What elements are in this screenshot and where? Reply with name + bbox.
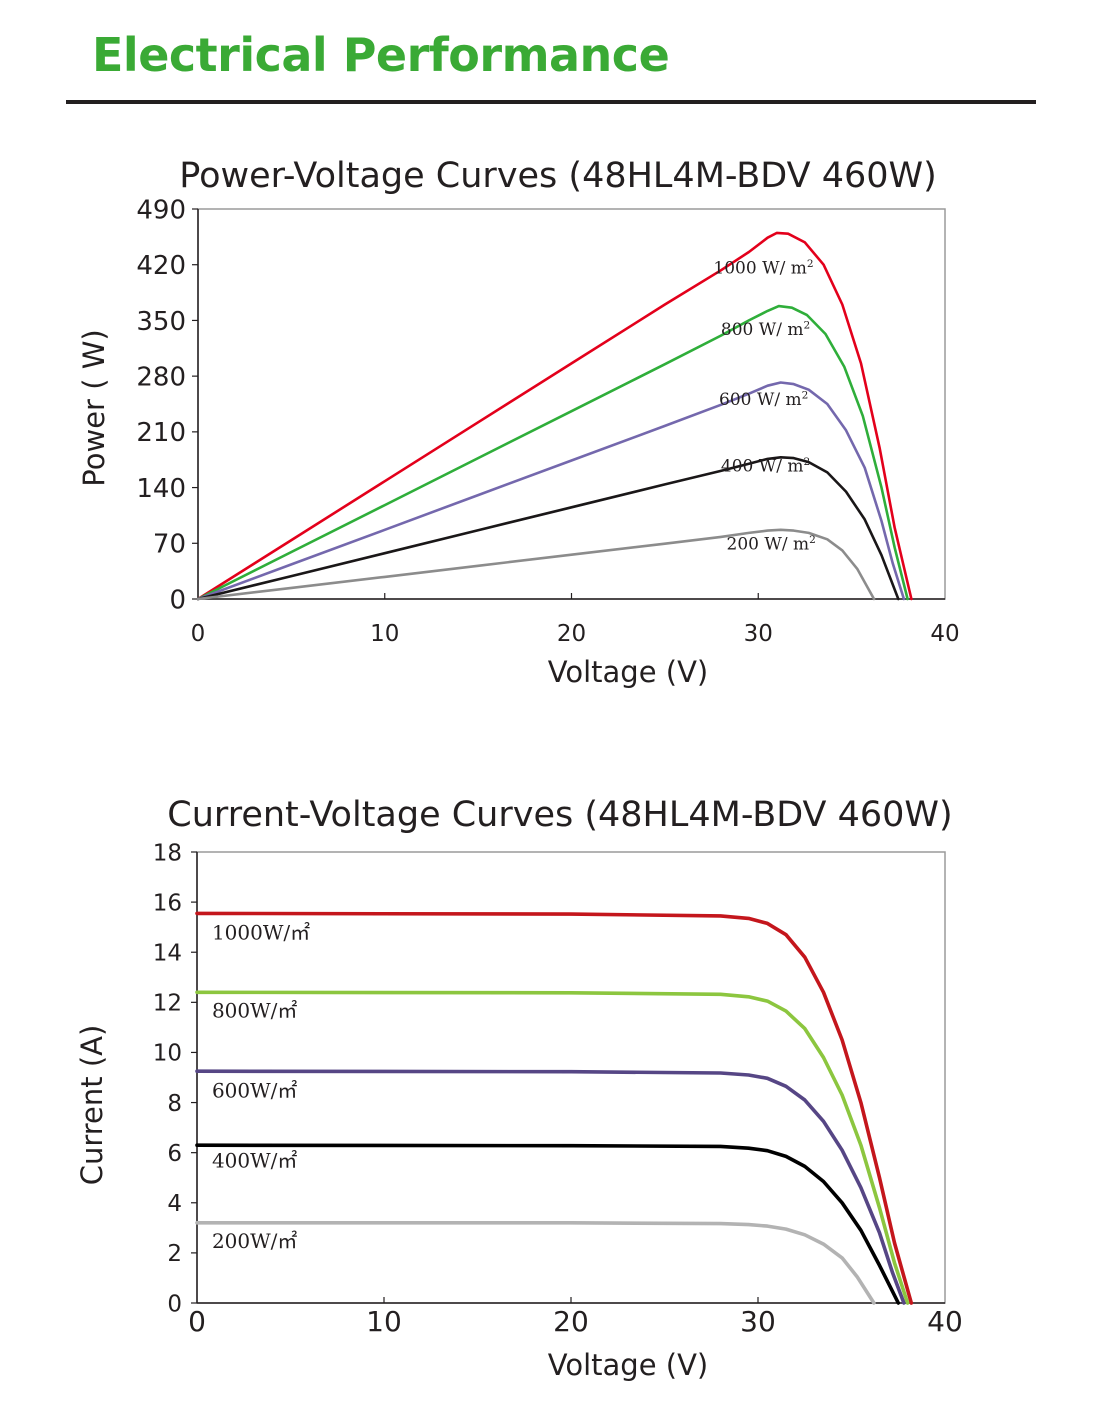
pv-y-tick-label: 140 <box>136 474 186 504</box>
iv-x-tick-label: 0 <box>188 1305 206 1338</box>
pv-x-tick-label: 10 <box>370 621 399 647</box>
pv-curve-label: 600 W/ m2 <box>719 389 808 409</box>
iv-x-axis-label: Voltage (V) <box>548 1348 708 1382</box>
pv-x-tick-label: 0 <box>191 621 206 647</box>
pv-chart-title: Power-Voltage Curves (48HL4M-BDV 460W) <box>179 156 937 196</box>
iv-series-line-3 <box>195 1143 901 1305</box>
pv-y-tick-label: 280 <box>136 363 186 393</box>
iv-x-tick-label: 20 <box>553 1305 589 1338</box>
pv-series-line-1 <box>196 304 909 601</box>
pv-x-axis-label: Voltage (V) <box>548 655 708 689</box>
page-heading: Electrical Performance <box>92 28 670 82</box>
pv-curve-label-superscript: 2 <box>807 258 814 270</box>
current-voltage-chart: Current-Voltage Curves (48HL4M-BDV 460W)… <box>75 795 963 1382</box>
pv-y-tick-label: 70 <box>153 530 186 560</box>
iv-y-tick-label: 16 <box>153 890 182 916</box>
iv-y-tick-label: 12 <box>153 991 182 1017</box>
iv-series-line-1 <box>195 990 910 1305</box>
iv-plot-area: 0 2 4 6 8 10 12 14 16 18 0 10 20 30 40 1000W/㎡ 800W/㎡ 600… <box>153 840 963 1338</box>
pv-y-tick-label: 420 <box>136 251 186 281</box>
iv-y-tick-label: 6 <box>167 1141 182 1167</box>
pv-series-line-4 <box>196 528 876 601</box>
pv-curve-label-superscript: 2 <box>809 534 816 546</box>
pv-curve-label-superscript: 2 <box>802 389 809 401</box>
iv-y-axis-label: Current (A) <box>75 1025 109 1186</box>
iv-y-tick-label: 14 <box>153 941 182 967</box>
pv-x-tick-label: 30 <box>744 621 773 647</box>
iv-y-tick-label: 0 <box>167 1291 182 1317</box>
iv-curve-label: 1000W/㎡ <box>212 921 310 945</box>
pv-curve-label: 800 W/ m2 <box>721 319 810 339</box>
iv-curve-label: 400W/㎡ <box>212 1149 297 1173</box>
pv-x-tick-label: 20 <box>557 621 586 647</box>
iv-series-line-4 <box>195 1221 876 1305</box>
pv-curve-label: 400 W/ m2 <box>721 456 810 476</box>
heading-rule <box>66 100 1036 104</box>
pv-y-tick-label: 350 <box>136 307 186 337</box>
iv-chart-title: Current-Voltage Curves (48HL4M-BDV 460W) <box>167 795 952 835</box>
pv-curve-label: 200 W/ m2 <box>727 534 816 554</box>
iv-y-tick-label: 8 <box>167 1091 182 1117</box>
pv-plot-area: 0 70 140 210 280 350 420 490 0 10 20 30 40 1000 W/ m2… <box>136 195 959 647</box>
pv-y-tick-label: 210 <box>136 418 186 448</box>
pv-x-tick-label: 40 <box>930 621 959 647</box>
pv-curve-label-superscript: 2 <box>803 456 810 468</box>
iv-x-tick-label: 10 <box>366 1305 402 1338</box>
pv-plot-frame <box>197 208 946 600</box>
pv-y-axis-label: Power ( W) <box>77 329 111 486</box>
iv-curve-label: 600W/㎡ <box>212 1079 297 1103</box>
iv-y-tick-label: 4 <box>167 1191 182 1217</box>
pv-y-tick-label: 0 <box>169 585 186 615</box>
iv-series-line-0 <box>195 911 914 1305</box>
pv-curve-label-superscript: 2 <box>803 319 810 331</box>
pv-curve-label: 1000 W/ m2 <box>713 258 813 278</box>
iv-y-tick-label: 18 <box>153 840 182 866</box>
iv-series-line-2 <box>195 1069 906 1305</box>
iv-y-tick-label: 2 <box>167 1241 182 1267</box>
iv-x-tick-label: 40 <box>927 1305 963 1338</box>
iv-x-tick-label: 30 <box>740 1305 776 1338</box>
pv-series-line-2 <box>196 381 906 601</box>
iv-y-tick-label: 10 <box>153 1041 182 1067</box>
pv-series-line-0 <box>196 231 913 601</box>
iv-curve-label: 200W/㎡ <box>212 1229 297 1253</box>
pv-y-tick-label: 490 <box>136 195 186 225</box>
iv-curve-label: 800W/㎡ <box>212 998 297 1022</box>
power-voltage-chart: Power-Voltage Curves (48HL4M-BDV 460W) V… <box>77 156 960 689</box>
pv-series-line-3 <box>196 456 900 601</box>
